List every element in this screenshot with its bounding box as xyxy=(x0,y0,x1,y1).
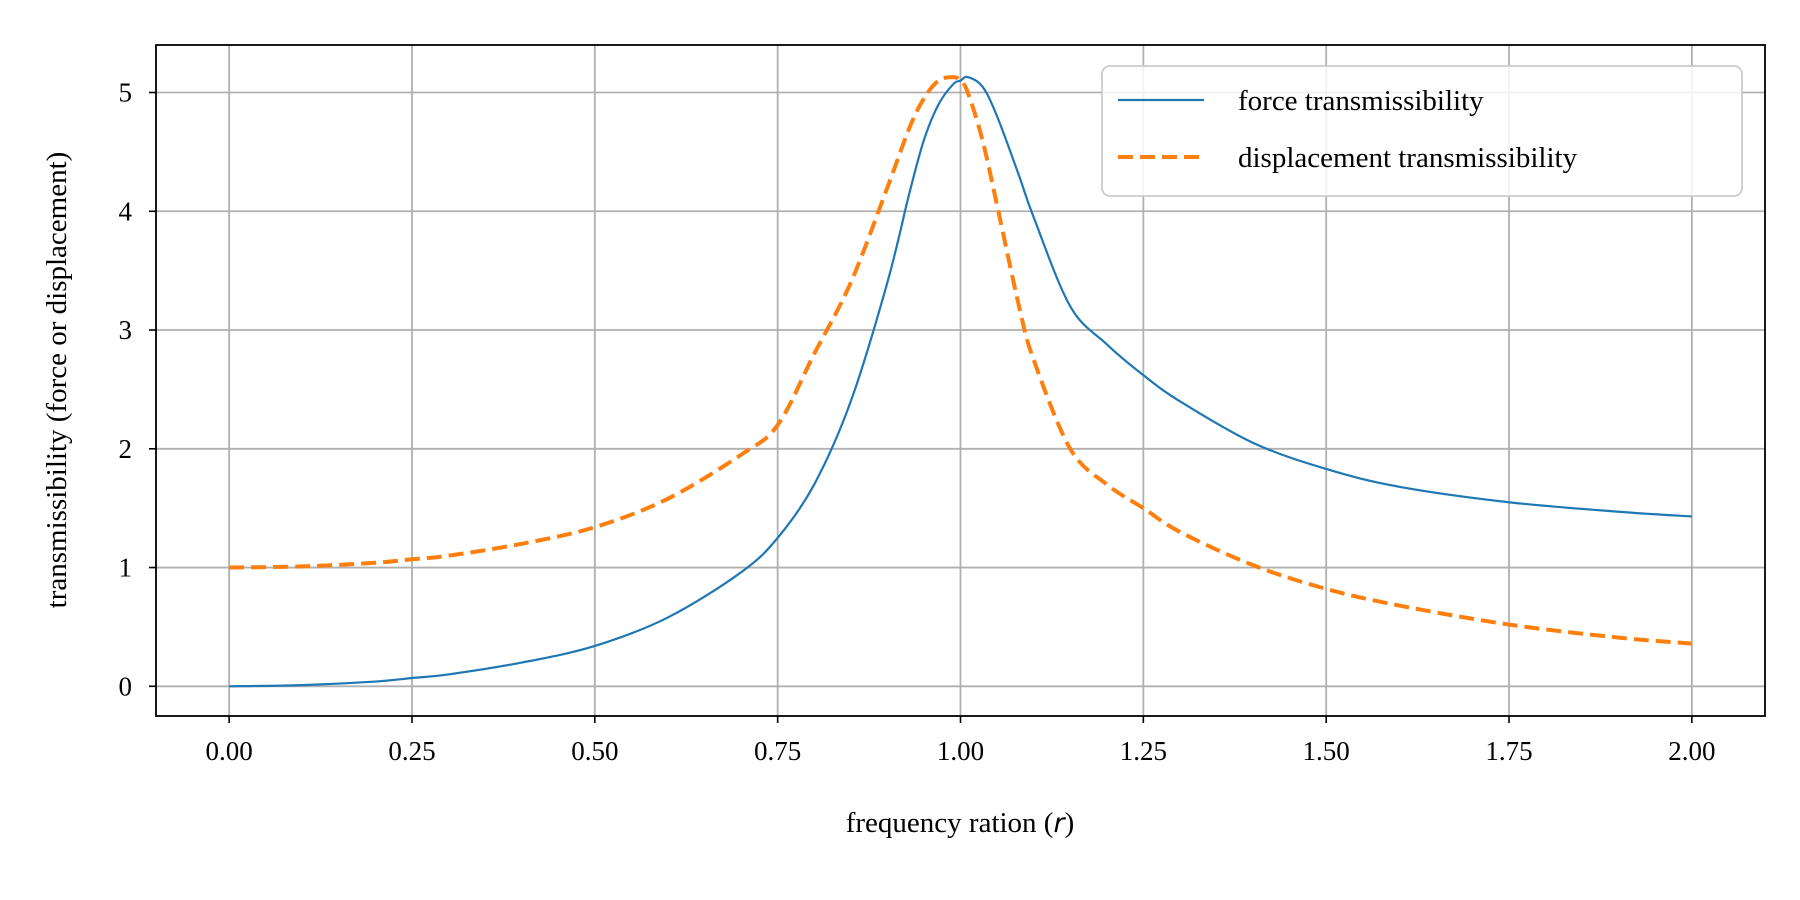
legend: force transmissibility displacement tran… xyxy=(1101,65,1743,197)
y-tick-label: 4 xyxy=(119,196,133,226)
series-lines xyxy=(229,75,1693,688)
legend-label-force: force transmissibility xyxy=(1238,85,1484,117)
x-tick-label: 1.25 xyxy=(1120,736,1167,766)
x-tick-label: 0.00 xyxy=(206,736,253,766)
x-tick-label: 0.75 xyxy=(754,736,801,766)
x-tick-label: 2.00 xyxy=(1668,736,1715,766)
plot-frame xyxy=(155,44,1766,717)
y-axis-label: transmissibility (force or displacement) xyxy=(41,152,73,609)
y-tick-label: 5 xyxy=(119,78,133,108)
x-tick-label: 1.75 xyxy=(1485,736,1532,766)
x-tick-label: 0.25 xyxy=(388,736,435,766)
x-tick-label: 1.50 xyxy=(1303,736,1350,766)
x-axis-ticks: 0.00 0.25 0.50 0.75 1.00 1.25 1.50 1.75 2.00 xyxy=(206,716,1715,766)
y-tick-label: 0 xyxy=(119,671,133,701)
x-axis-label: frequency ration (r) xyxy=(846,807,1075,839)
y-tick-label: 1 xyxy=(119,553,133,583)
y-tick-label: 2 xyxy=(119,434,133,464)
force-transmissibility-line xyxy=(229,75,1692,688)
x-tick-label: 0.50 xyxy=(571,736,618,766)
y-axis-ticks: 0 1 2 3 4 5 xyxy=(119,78,156,701)
legend-label-displacement: displacement transmissibility xyxy=(1238,142,1578,174)
legend-box xyxy=(1101,65,1743,197)
displacement-transmissibility-line xyxy=(229,75,1693,646)
y-tick-label: 3 xyxy=(119,315,133,345)
x-tick-label: 1.00 xyxy=(937,736,984,766)
